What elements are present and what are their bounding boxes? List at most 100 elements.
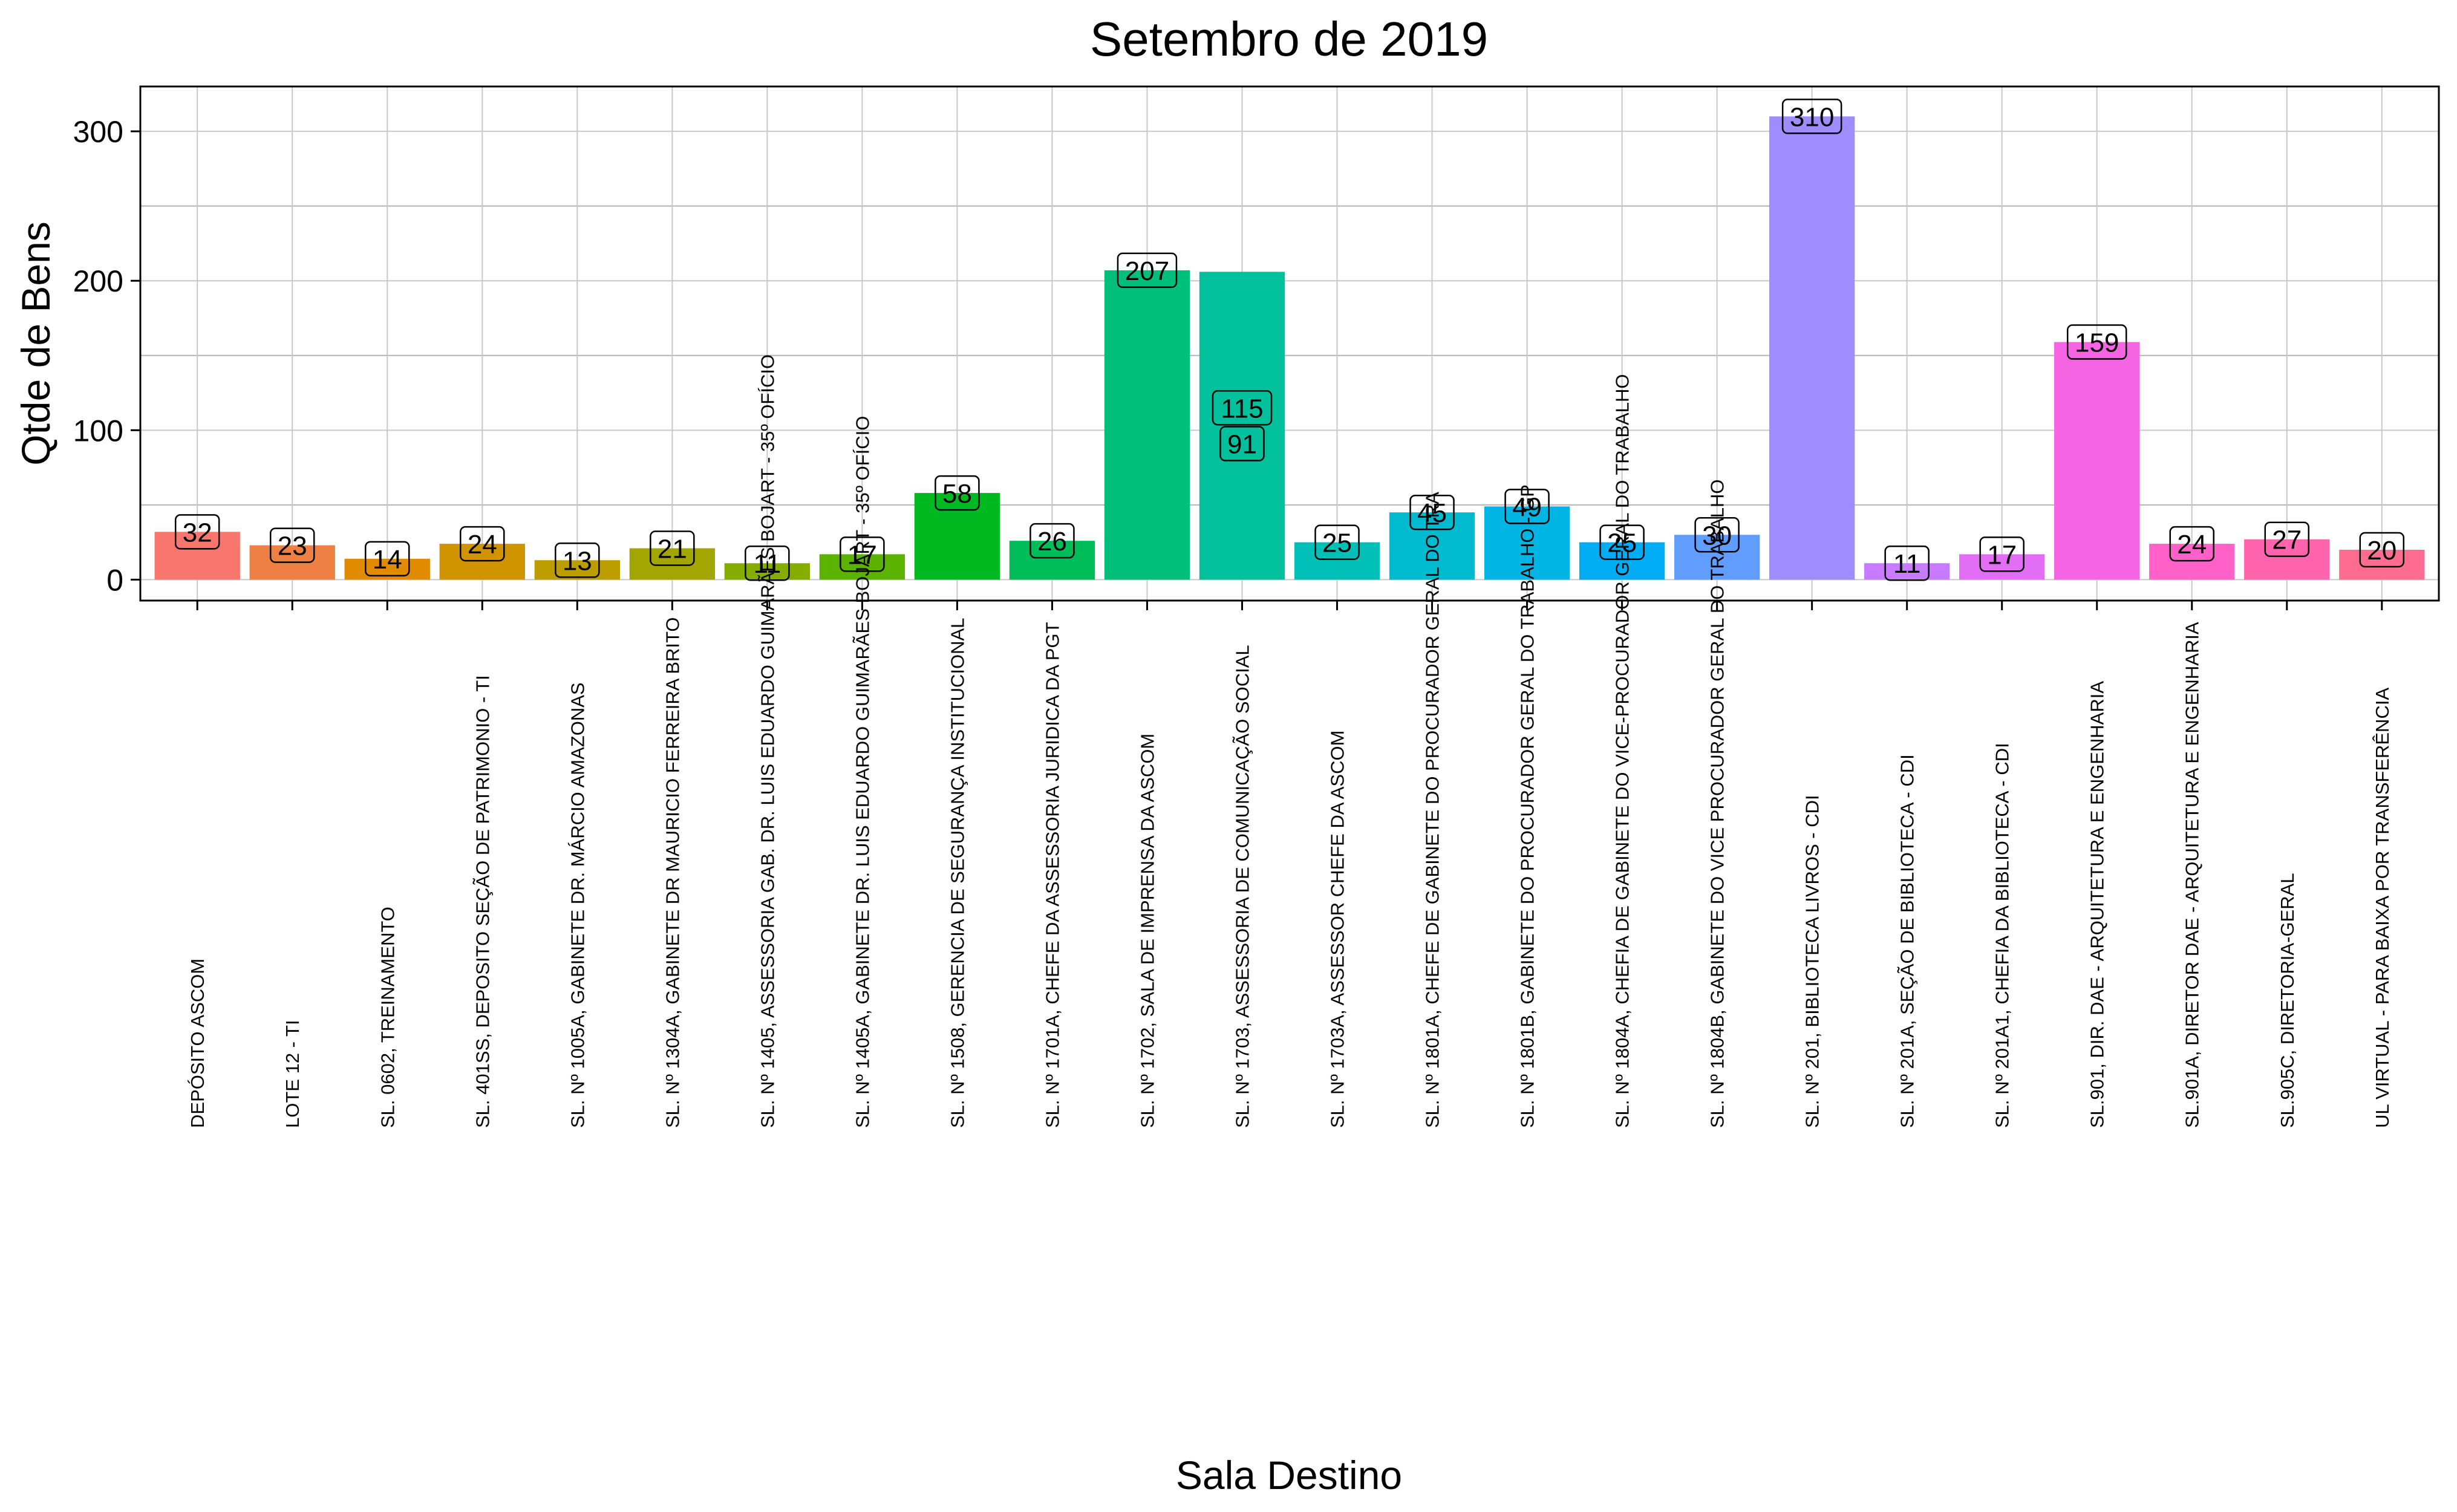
data-label-text: 25 bbox=[1607, 529, 1637, 558]
data-label-box bbox=[745, 545, 790, 581]
bar bbox=[439, 544, 525, 580]
bar bbox=[154, 532, 240, 580]
data-label-box bbox=[174, 514, 220, 550]
bar bbox=[2149, 544, 2235, 580]
data-label: 26 bbox=[1029, 523, 1075, 559]
data-label-box bbox=[1117, 252, 1178, 288]
data-label-text: 11 bbox=[754, 549, 781, 579]
bar bbox=[1009, 541, 1095, 580]
y-tick-label: 0 bbox=[106, 563, 123, 597]
x-tick-label: SL.901A, DIRETOR DAE - ARQUITETURA E ENG… bbox=[2182, 622, 2203, 1128]
x-tick-label: SL. Nº 1702, SALA DE IMPRENSA DA ASCOM bbox=[1137, 734, 1158, 1128]
data-label: 11 bbox=[745, 545, 790, 581]
bar bbox=[1294, 542, 1380, 580]
bar bbox=[914, 493, 1000, 580]
data-label-text: 26 bbox=[1037, 527, 1067, 556]
data-label: 159 bbox=[2066, 324, 2127, 360]
data-label-text: 11 bbox=[1893, 549, 1921, 579]
x-tick-label: SL. Nº 1005A, GABINETE DR. MÁRCIO AMAZON… bbox=[567, 682, 588, 1128]
bars bbox=[154, 116, 2425, 580]
data-label: 13 bbox=[555, 543, 600, 578]
data-label: 45 bbox=[1409, 494, 1455, 530]
x-tick-label: SL. 401SS, DEPOSITO SEÇÃO DE PATRIMONIO … bbox=[472, 675, 493, 1128]
data-label-text: 207 bbox=[1125, 256, 1169, 286]
data-label-box bbox=[2169, 526, 2214, 562]
x-tick-label: SL.901, DIR. DAE - ARQUITETURA E ENGENHA… bbox=[2087, 681, 2108, 1128]
bar bbox=[629, 548, 715, 580]
y-tick-label: 200 bbox=[73, 264, 123, 298]
bar bbox=[1389, 512, 1475, 580]
data-label-text: 21 bbox=[657, 535, 687, 564]
bar bbox=[1579, 542, 1665, 580]
y-tick-label: 300 bbox=[73, 115, 123, 149]
data-label: 49 bbox=[1504, 489, 1550, 524]
data-label-text: 25 bbox=[1322, 529, 1352, 558]
data-label: 17 bbox=[840, 536, 885, 572]
data-label-box bbox=[1781, 99, 1842, 134]
bar bbox=[724, 563, 811, 580]
data-label-box bbox=[1029, 523, 1075, 559]
bar bbox=[1959, 554, 2045, 580]
data-label-text: 24 bbox=[468, 530, 497, 559]
y-axis-title: Qtde de Bens bbox=[13, 221, 58, 466]
plot-panel-border bbox=[139, 85, 2440, 602]
data-label: 25 bbox=[1314, 524, 1360, 560]
x-axis: DEPÓSITO ASCOM LOTE 12 - TI SL. 0602, TREI… bbox=[187, 354, 2393, 1128]
data-label-text: 310 bbox=[1790, 102, 1834, 132]
data-label: 207 bbox=[1117, 252, 1178, 288]
bar bbox=[2244, 539, 2330, 580]
bar bbox=[1864, 563, 1950, 580]
data-label-text: 32 bbox=[183, 518, 212, 547]
x-tick-label: UL VIRTUAL - PARA BAIXA POR TRANSFERÊNCI… bbox=[2372, 688, 2393, 1128]
data-label-box bbox=[365, 541, 410, 577]
x-tick-label: SL. 0602, TREINAMENTO bbox=[377, 907, 398, 1128]
x-tick-label: SL. Nº 201A1, CHEFIA DA BIBLIOTECA - CDI bbox=[1992, 743, 2013, 1128]
bar bbox=[1104, 270, 1190, 580]
x-tick-label: SL. Nº 1804A, CHEFIA DE GABINETE DO VICE… bbox=[1612, 374, 1633, 1128]
bar bbox=[2339, 549, 2425, 580]
x-tick-label: LOTE 12 - TI bbox=[282, 1020, 303, 1128]
data-label-box bbox=[1979, 536, 2025, 572]
bar bbox=[819, 554, 905, 580]
bar bbox=[1484, 506, 1570, 580]
x-tick-label: SL. Nº 1801A, CHEFE DE GABINETE DO PROCU… bbox=[1422, 492, 1443, 1128]
x-tick-label: SL.905C, DIRETORIA-GERAL bbox=[2277, 873, 2298, 1128]
data-label: 30 bbox=[1694, 517, 1740, 553]
data-label-box bbox=[2264, 521, 2310, 557]
data-label: 17 bbox=[1979, 536, 2025, 572]
data-label-box bbox=[1694, 517, 1740, 553]
data-label-box bbox=[2359, 532, 2405, 568]
data-label-box bbox=[1884, 545, 1930, 581]
x-tick-label: DEPÓSITO ASCOM bbox=[187, 959, 208, 1128]
data-label-box bbox=[1212, 390, 1273, 426]
data-label-text: 23 bbox=[278, 532, 307, 561]
data-label-text: 27 bbox=[2272, 526, 2302, 555]
data-label-text: 115 bbox=[1221, 394, 1263, 423]
bar bbox=[2054, 342, 2140, 580]
x-tick-label: SL. Nº 1703, ASSESSORIA DE COMUNICAÇÃO S… bbox=[1232, 645, 1253, 1128]
data-label: 58 bbox=[935, 475, 980, 511]
data-label-box bbox=[650, 530, 695, 566]
data-label: 11 bbox=[1884, 545, 1930, 581]
data-label-box bbox=[269, 527, 315, 563]
data-label-text: 58 bbox=[942, 479, 972, 509]
bar bbox=[1674, 535, 1760, 580]
x-tick-label: SL. Nº 201A, SEÇÃO DE BIBLIOTECA - CDI bbox=[1897, 754, 1918, 1128]
x-tick-label: SL. Nº 1804B, GABINETE DO VICE PROCURADO… bbox=[1707, 480, 1728, 1129]
data-label-text: 20 bbox=[2367, 536, 2397, 565]
data-label-box bbox=[1409, 494, 1455, 530]
data-label-text: 17 bbox=[1987, 540, 2017, 570]
x-tick-label: SL. Nº 1405, ASSESSORIA GAB. DR. LUIS ED… bbox=[757, 354, 778, 1128]
data-label: 25 bbox=[1599, 524, 1645, 560]
data-label: 115 bbox=[1212, 390, 1273, 426]
data-label-text: 17 bbox=[847, 540, 877, 570]
data-label: 27 bbox=[2264, 521, 2310, 557]
data-label: 21 bbox=[650, 530, 695, 566]
data-label: 23 bbox=[269, 527, 315, 563]
bar bbox=[1199, 272, 1285, 580]
y-tick-label: 100 bbox=[73, 414, 123, 448]
bar bbox=[1769, 116, 1855, 580]
data-label: 20 bbox=[2359, 532, 2405, 568]
data-label-box bbox=[2066, 324, 2127, 360]
